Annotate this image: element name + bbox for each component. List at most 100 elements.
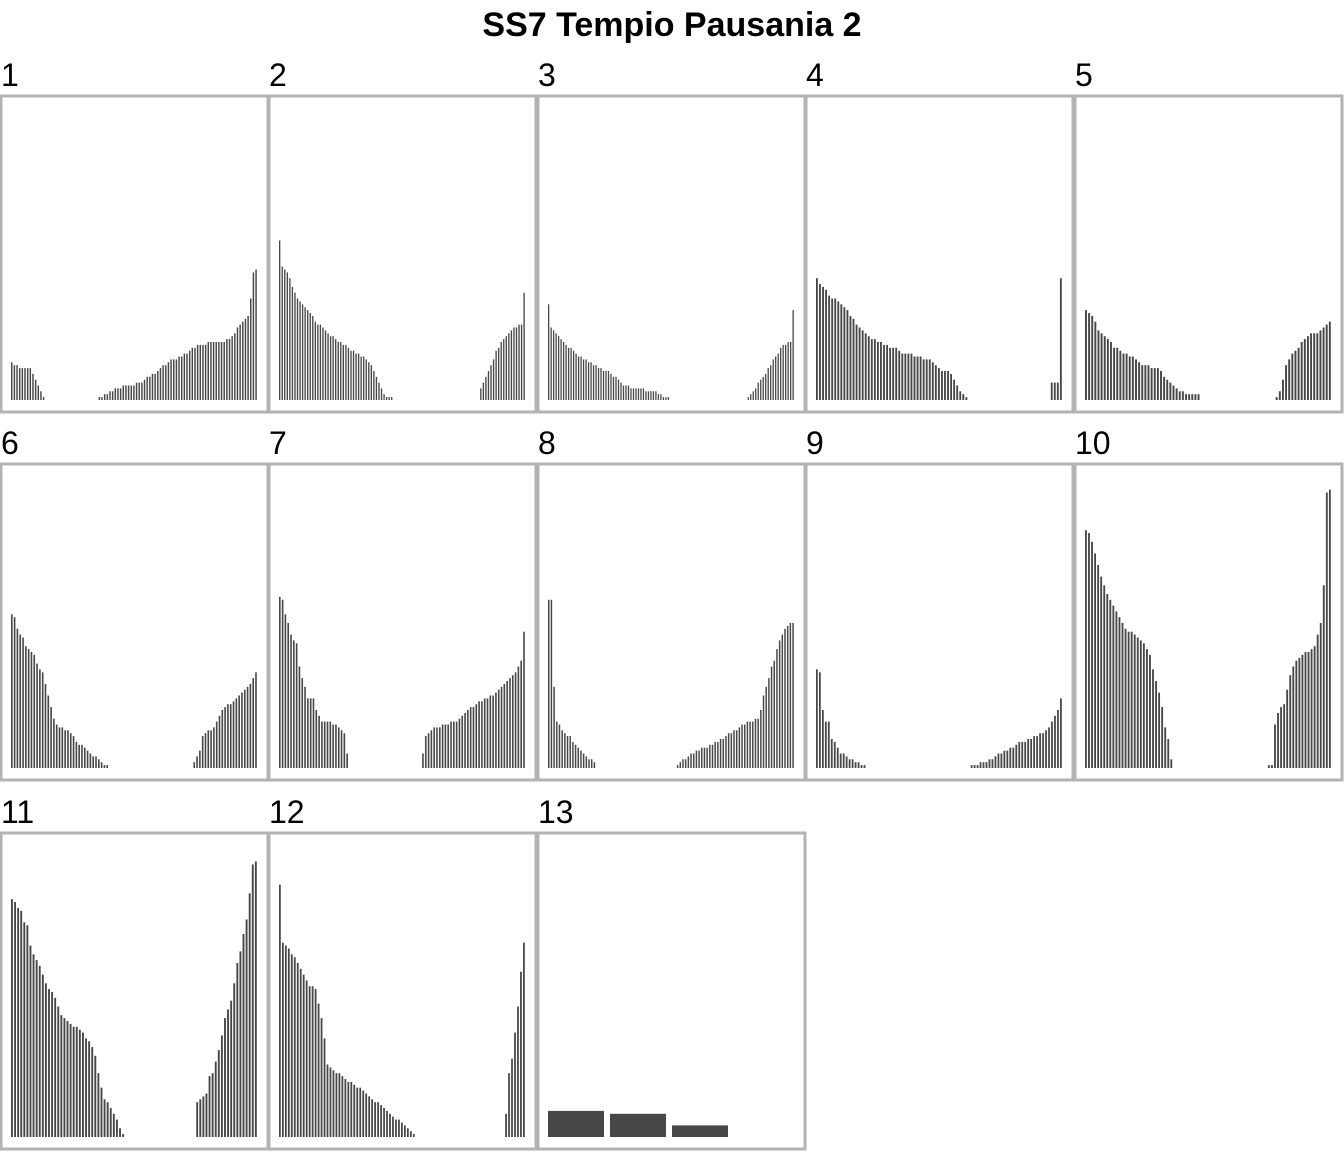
bar (69, 1023, 72, 1137)
bar (858, 327, 861, 400)
panel-12: 12 (267, 794, 538, 1151)
bar (1100, 333, 1103, 400)
bar (208, 1076, 211, 1137)
bar (380, 1105, 382, 1137)
bar (580, 750, 582, 768)
bar (520, 324, 523, 400)
bar (95, 756, 97, 768)
bar (436, 727, 438, 768)
bar (1170, 759, 1173, 768)
bar (842, 753, 845, 768)
bar (1106, 594, 1109, 768)
bar (595, 365, 597, 400)
bar (509, 678, 511, 768)
bar (151, 373, 154, 400)
bar (125, 385, 127, 400)
bar (790, 342, 792, 400)
bar (480, 388, 482, 400)
bar (782, 344, 784, 400)
bar (230, 1000, 233, 1137)
bar (517, 666, 520, 768)
bar (789, 623, 792, 768)
bar (483, 698, 486, 768)
bar (892, 347, 895, 400)
bar (243, 689, 246, 768)
bar (315, 710, 318, 768)
bar (202, 1096, 205, 1137)
bar (684, 759, 687, 768)
bar (115, 1119, 118, 1137)
bar (750, 394, 752, 400)
bar (286, 272, 288, 400)
bar (103, 1099, 106, 1137)
bar (350, 350, 352, 400)
panel-9: 9 (804, 425, 1075, 782)
bar (1153, 368, 1156, 400)
panel-label: 8 (538, 425, 556, 461)
bar (214, 1061, 217, 1137)
bar (357, 353, 360, 400)
bar (250, 298, 252, 400)
bar (304, 686, 306, 768)
bar (1097, 565, 1100, 768)
bar (91, 1047, 94, 1137)
bar (218, 342, 220, 400)
bar (213, 727, 215, 768)
bar (319, 324, 322, 400)
bar (1156, 368, 1159, 400)
bar (98, 759, 100, 768)
bar (293, 640, 295, 768)
bar (717, 741, 719, 768)
bar (199, 750, 201, 768)
bar (199, 1099, 202, 1137)
bar (1128, 356, 1131, 400)
bar (344, 1079, 347, 1137)
bar (703, 747, 706, 768)
bar (194, 347, 196, 400)
bar (828, 295, 831, 400)
bar (590, 759, 593, 768)
bar (86, 750, 89, 768)
bar (180, 356, 183, 400)
bar (365, 359, 367, 400)
bar (183, 353, 186, 400)
bar (973, 765, 976, 768)
bar (370, 365, 373, 400)
bar (18, 368, 21, 400)
bar (1000, 753, 1003, 768)
bar (385, 397, 388, 400)
bar (478, 701, 480, 768)
bar (343, 733, 346, 768)
bar (848, 759, 851, 768)
bar (610, 373, 612, 400)
bar (1277, 712, 1279, 768)
bar (359, 1087, 362, 1137)
bar (133, 385, 135, 400)
bar (386, 1110, 388, 1137)
bar (11, 899, 13, 1137)
bar (1113, 347, 1116, 400)
panel-label: 11 (1, 794, 34, 830)
bar (375, 376, 378, 400)
bar (770, 666, 773, 768)
bar (232, 701, 235, 768)
bar (398, 1119, 400, 1137)
bar (676, 765, 679, 768)
bar (855, 324, 858, 400)
bar (75, 1026, 78, 1137)
bar (701, 747, 703, 768)
bar (85, 1038, 87, 1137)
bar (1181, 391, 1184, 400)
bar (212, 342, 215, 400)
bar (211, 1073, 214, 1137)
bar (196, 756, 198, 768)
bar (302, 974, 305, 1137)
bar (207, 730, 210, 768)
bar (627, 385, 630, 400)
bar (506, 681, 508, 768)
bar (635, 388, 637, 400)
bar (1328, 489, 1331, 768)
panel-10: 10 (1073, 425, 1344, 782)
bar (840, 304, 843, 400)
bar (427, 733, 430, 768)
